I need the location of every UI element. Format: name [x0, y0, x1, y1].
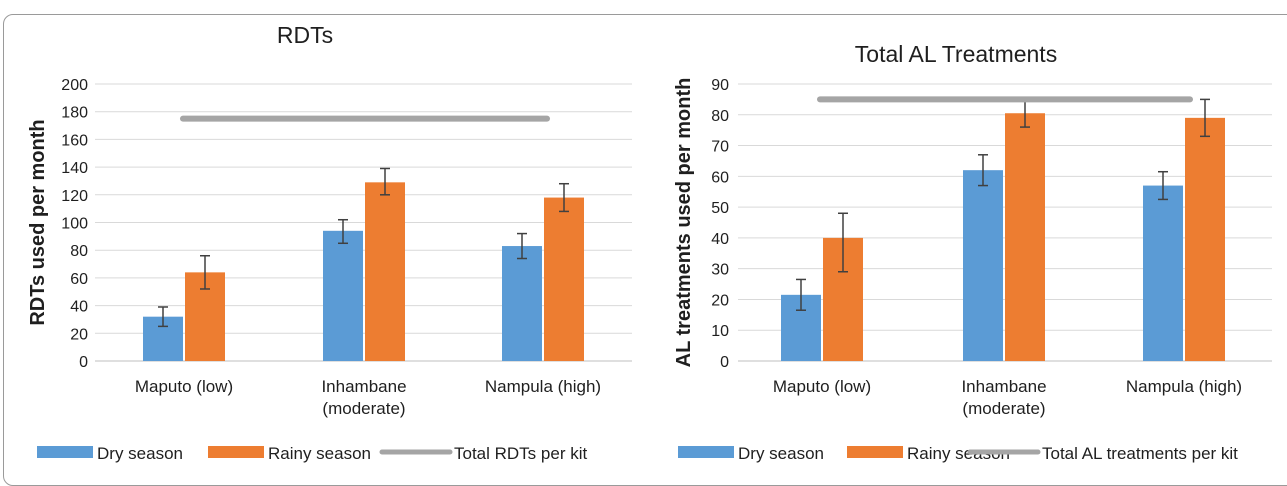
y-tick-label: 100: [61, 216, 88, 233]
y-tick-label: 10: [711, 323, 729, 340]
y-tick-label: 50: [711, 200, 729, 217]
bar-dry-season: [1143, 185, 1183, 361]
y-tick-label: 30: [711, 262, 729, 279]
category-label: Maputo (low): [135, 377, 233, 396]
y-tick-label: 160: [61, 132, 88, 149]
y-tick-label: 60: [70, 271, 88, 288]
legend-swatch: [37, 446, 93, 458]
bar-dry-season: [502, 246, 542, 361]
y-tick-label: 40: [711, 231, 729, 248]
y-tick-label: 120: [61, 188, 88, 205]
y-axis-label: AL treatments used per month: [673, 78, 695, 368]
y-tick-label: 20: [711, 292, 729, 309]
bar-rainy-season: [1185, 117, 1225, 361]
legend-swatch: [847, 446, 903, 458]
y-tick-label: 70: [711, 139, 729, 156]
category-label: Inhambane (moderate): [961, 377, 1046, 418]
legend-swatch: [208, 446, 264, 458]
y-tick-label: 200: [61, 77, 88, 94]
y-tick-label: 60: [711, 169, 729, 186]
category-label: Maputo (low): [773, 377, 871, 396]
legend-label: Dry season: [738, 444, 824, 463]
bar-rainy-season: [544, 197, 584, 361]
y-tick-label: 0: [79, 354, 88, 371]
bar-rainy-season: [1005, 113, 1045, 361]
y-tick-label: 20: [70, 326, 88, 343]
legend-label: Dry season: [97, 444, 183, 463]
y-axis-label: RDTs used per month: [27, 119, 49, 325]
legend-swatch: [678, 446, 734, 458]
y-tick-label: 0: [720, 354, 729, 371]
y-tick-label: 40: [70, 299, 88, 316]
legend-label: Total AL treatments per kit: [1042, 444, 1238, 463]
y-tick-label: 80: [70, 243, 88, 260]
bar-dry-season: [323, 230, 363, 361]
chart-title: RDTs: [277, 22, 333, 48]
y-tick-label: 80: [711, 108, 729, 125]
chart-title: Total AL Treatments: [855, 41, 1057, 67]
bar-rainy-season: [365, 182, 405, 361]
y-tick-label: 140: [61, 160, 88, 177]
legend-label: Rainy season: [907, 444, 1010, 463]
legend-label: Rainy season: [268, 444, 371, 463]
category-label: Nampula (high): [1126, 377, 1242, 396]
bar-dry-season: [963, 170, 1003, 361]
legend-label: Total RDTs per kit: [454, 444, 587, 463]
category-label: Nampula (high): [485, 377, 601, 396]
y-tick-label: 180: [61, 105, 88, 122]
y-tick-label: 90: [711, 77, 729, 94]
category-label: Inhambane (moderate): [321, 377, 406, 418]
